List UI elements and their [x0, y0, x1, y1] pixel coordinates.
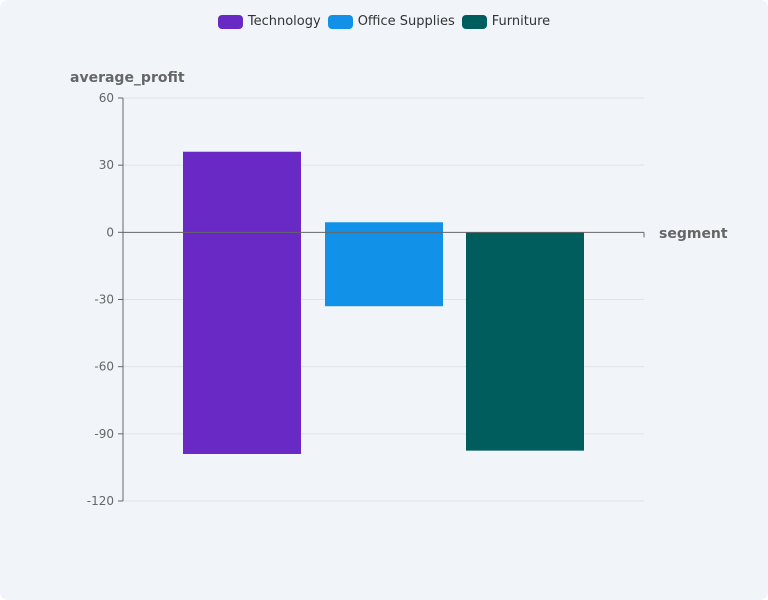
legend: Technology Office Supplies Furniture — [0, 14, 768, 29]
legend-item-office-supplies[interactable]: Office Supplies — [327, 14, 455, 29]
axes: 60 30 0 -30 -60 -90 -120 — [87, 91, 645, 508]
y-axis-title: average_profit — [70, 70, 185, 86]
legend-item-furniture[interactable]: Furniture — [461, 14, 551, 29]
legend-item-technology[interactable]: Technology — [217, 14, 321, 29]
legend-swatch-office-supplies — [327, 14, 353, 29]
legend-swatch-furniture — [461, 14, 487, 29]
legend-label-office-supplies: Office Supplies — [357, 14, 455, 29]
bar-technology[interactable] — [183, 151, 301, 454]
y-tick-label: -60 — [94, 360, 114, 374]
bars — [183, 151, 584, 454]
legend-label-furniture: Furniture — [491, 14, 551, 29]
y-tick-label: -120 — [87, 494, 114, 508]
bar-furniture[interactable] — [466, 232, 584, 451]
x-axis-title: segment — [659, 226, 728, 242]
y-tick-label: 0 — [106, 225, 114, 239]
legend-swatch-technology — [217, 14, 243, 29]
y-tick-label: 30 — [99, 158, 114, 172]
legend-label-technology: Technology — [247, 14, 321, 29]
y-tick-label: -90 — [94, 427, 114, 441]
bar-office-supplies[interactable] — [325, 222, 443, 307]
y-tick-label: -30 — [94, 293, 114, 307]
y-tick-label: 60 — [99, 91, 114, 105]
